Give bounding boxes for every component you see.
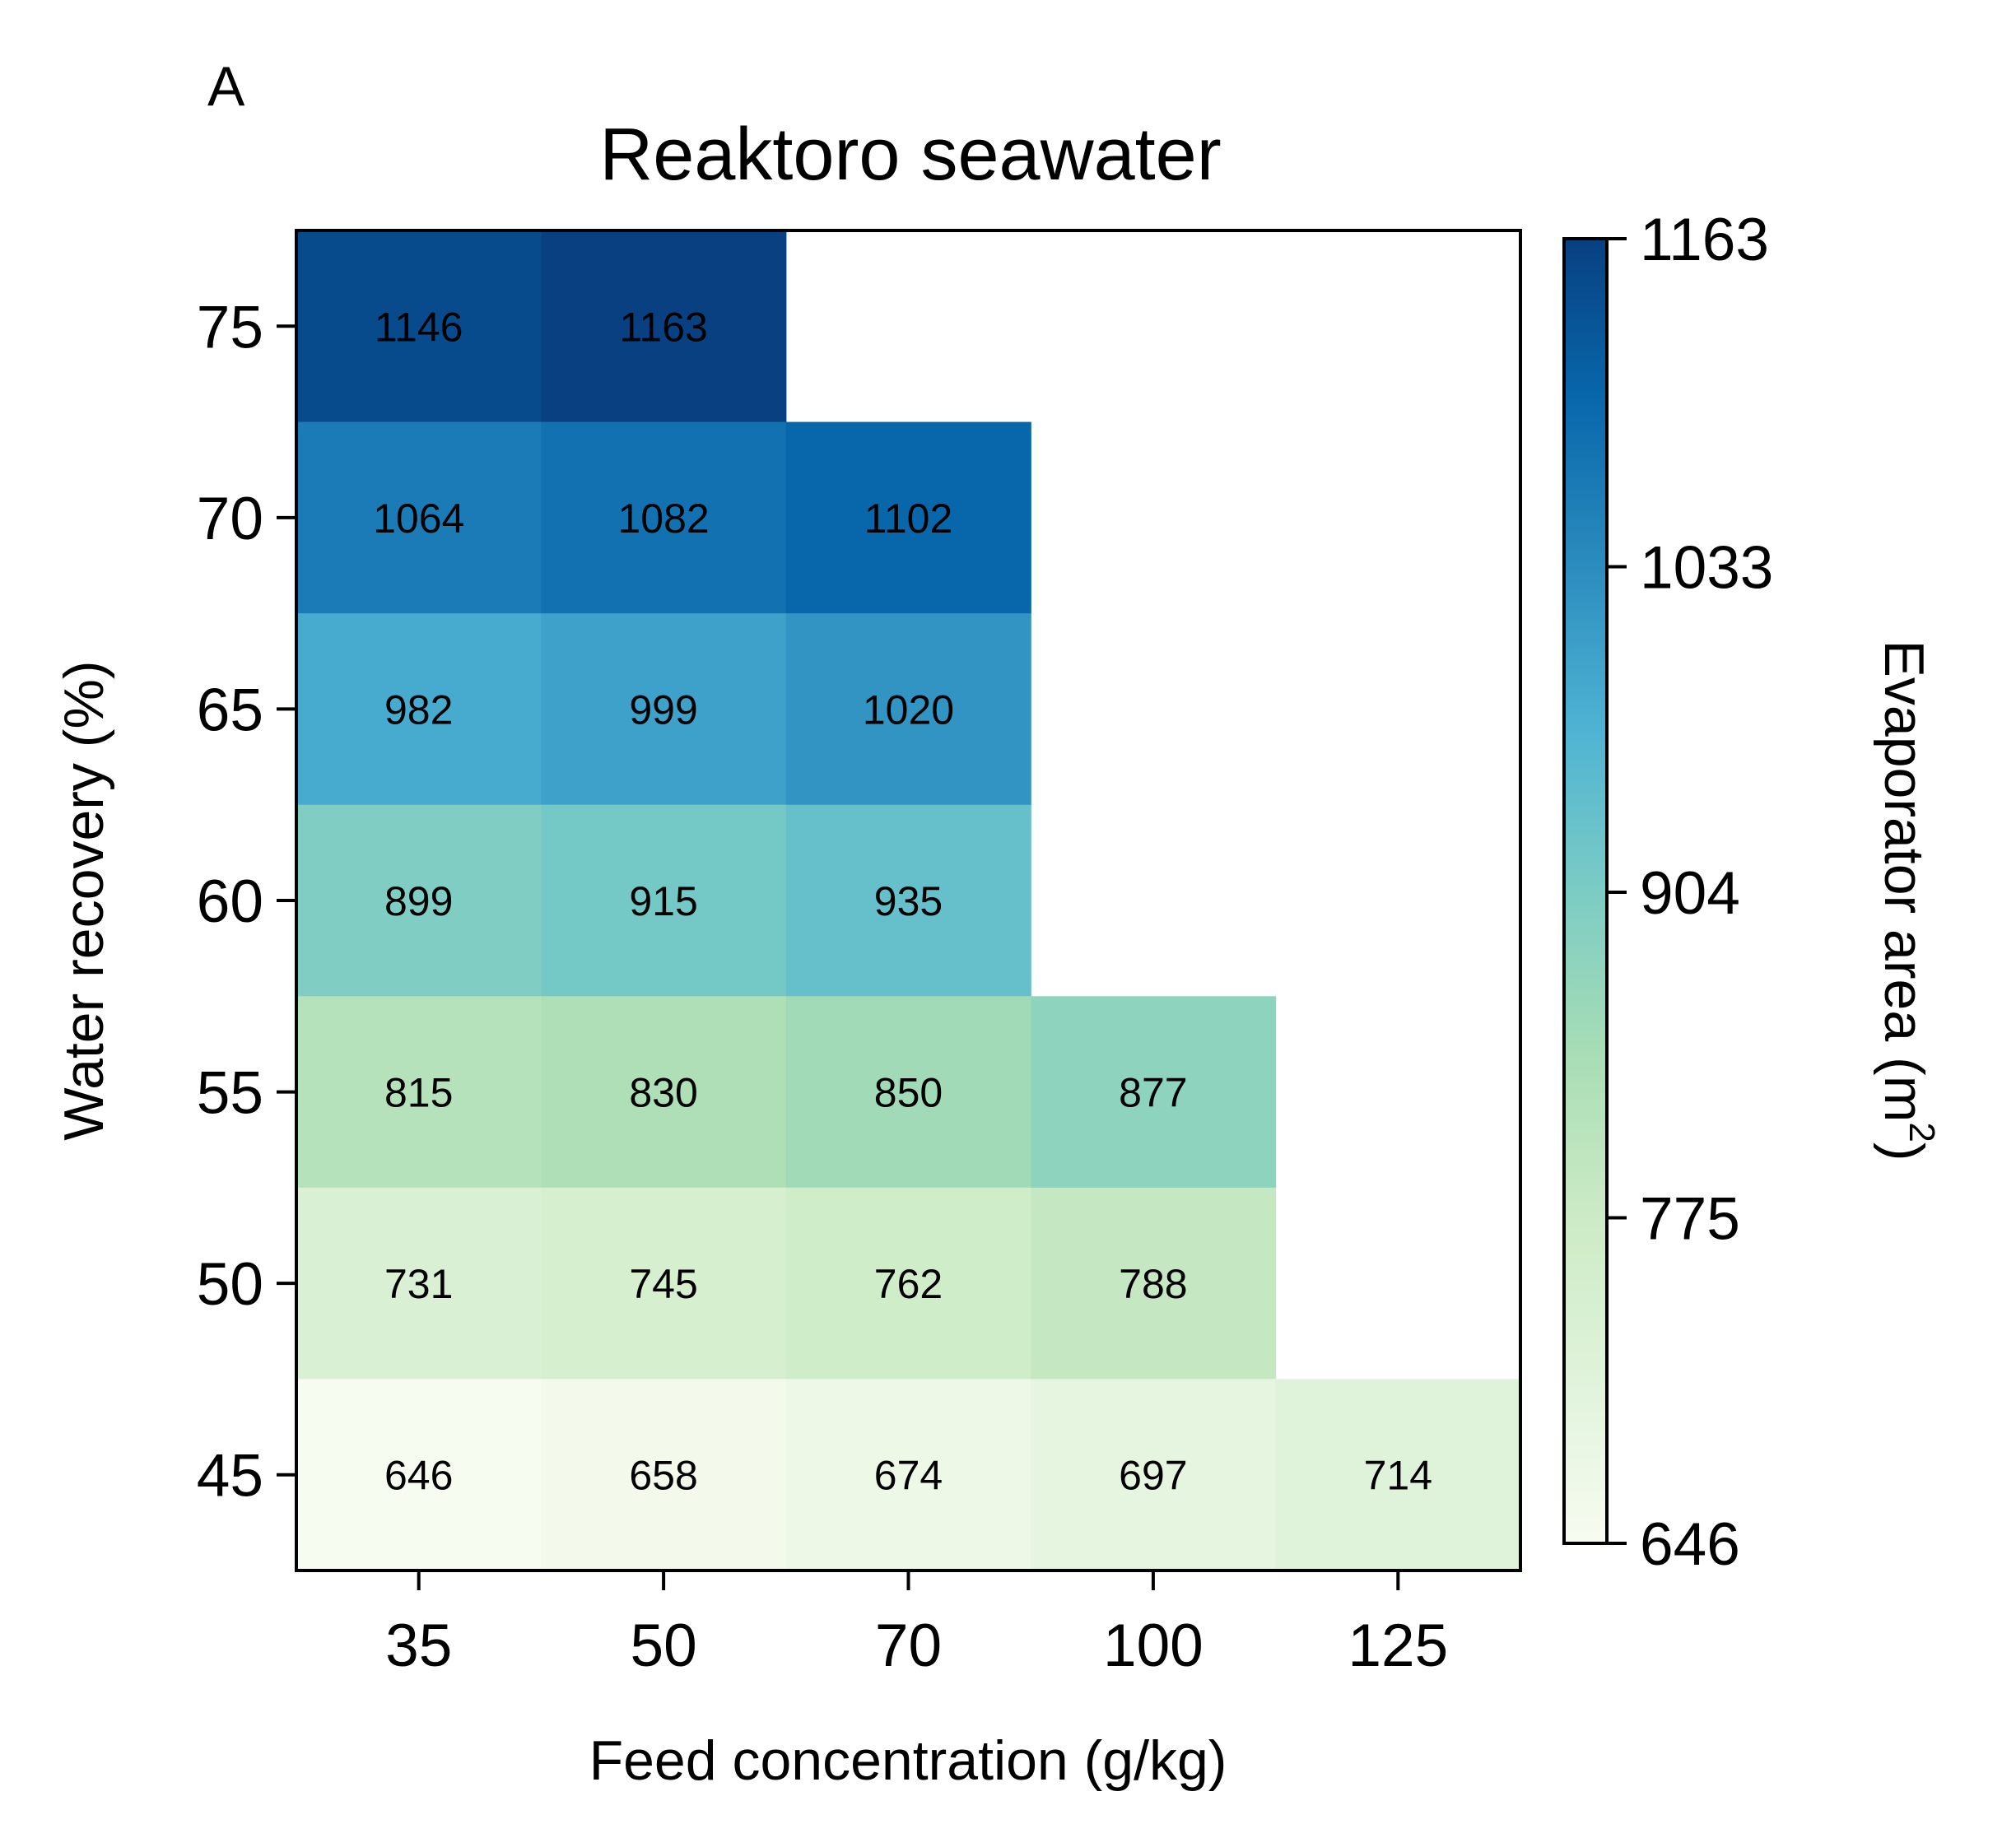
heatmap-cell <box>541 804 787 997</box>
cell-value-label: 714 <box>1364 1453 1432 1499</box>
cell-value-label: 999 <box>629 686 697 733</box>
cell-value-label: 646 <box>384 1453 453 1499</box>
cell-value-label: 982 <box>384 686 453 733</box>
cell-value-label: 1020 <box>863 686 954 733</box>
colorbar-label-main: Evaporator area (m <box>1873 640 1935 1123</box>
cell-value-label: 674 <box>874 1453 943 1499</box>
y-tick-label: 55 <box>197 1060 263 1127</box>
colorbar-ticks: 646 775 904 1033 1163 <box>1607 207 1773 1578</box>
heatmap-cell <box>541 613 787 806</box>
cell-value-label: 1146 <box>375 304 463 350</box>
heatmap-cell <box>296 230 542 423</box>
cell-value-label: 1064 <box>373 496 464 542</box>
y-tick-label: 45 <box>197 1443 263 1510</box>
colorbar-label: Evaporator area (m2) <box>1873 640 1942 1161</box>
colorbar-tick-label: 904 <box>1640 860 1740 927</box>
colorbar-tick-label: 775 <box>1640 1186 1740 1253</box>
heatmap-cell <box>785 421 1031 614</box>
heatmap-cell <box>541 996 787 1189</box>
heatmap-cell <box>785 1187 1031 1380</box>
y-axis-label: Water recovery (%) <box>53 660 115 1140</box>
heatmap-cell <box>296 804 542 997</box>
cell-value-label: 915 <box>629 878 697 924</box>
x-tick-label: 70 <box>875 1612 942 1679</box>
colorbar-label-superscript: 2 <box>1902 1122 1942 1142</box>
panel-letter: A <box>207 55 245 118</box>
x-tick-label: 125 <box>1348 1612 1448 1679</box>
x-tick-label: 35 <box>385 1612 452 1679</box>
x-tick-label: 50 <box>630 1612 696 1679</box>
heatmap-cell <box>541 1379 787 1571</box>
heatmap-cells: 1146 1163 1064 1082 1102 982 999 1020 899 915 935 8… <box>296 230 1521 1571</box>
cell-value-label: 731 <box>384 1261 453 1307</box>
heatmap-cell <box>785 996 1031 1189</box>
colorbar-tick-label: 1163 <box>1640 207 1769 273</box>
cell-value-label: 1082 <box>617 496 709 542</box>
y-tick-label: 60 <box>197 868 263 935</box>
x-tick-label: 100 <box>1103 1612 1204 1679</box>
cell-value-label: 1102 <box>864 496 953 542</box>
heatmap-cell <box>1275 1379 1521 1571</box>
y-tick-label: 75 <box>197 294 263 361</box>
heatmap-cell <box>541 421 787 614</box>
heatmap-cell <box>296 613 542 806</box>
heatmap-cell <box>296 1187 542 1380</box>
heatmap-cell <box>1031 1187 1277 1380</box>
heatmap-cell <box>785 613 1031 806</box>
colorbar-tick-label: 1033 <box>1640 535 1773 602</box>
y-tick-label: 65 <box>197 677 263 743</box>
heatmap-cell <box>785 804 1031 997</box>
heatmap-cell <box>1031 996 1277 1189</box>
colorbar <box>1562 237 1609 1545</box>
y-tick-label: 50 <box>197 1251 263 1318</box>
x-axis: 35 50 70 100 125 <box>385 1570 1448 1679</box>
cell-value-label: 762 <box>874 1261 943 1307</box>
heatmap-cell <box>785 1379 1031 1571</box>
heatmap-cell <box>1031 1379 1277 1571</box>
cell-value-label: 830 <box>629 1070 697 1116</box>
heatmap-cell <box>296 996 542 1189</box>
heatmap-cell <box>296 1379 542 1571</box>
cell-value-label: 850 <box>874 1070 943 1116</box>
cell-value-label: 935 <box>874 878 943 924</box>
cell-value-label: 1163 <box>619 304 708 350</box>
heatmap-cell <box>541 230 787 423</box>
chart-title: Reaktoro seawater <box>599 114 1221 196</box>
cell-value-label: 815 <box>384 1070 453 1116</box>
heatmap-cell <box>541 1187 787 1380</box>
cell-value-label: 697 <box>1119 1453 1187 1499</box>
cell-value-label: 877 <box>1119 1070 1187 1116</box>
y-tick-label: 70 <box>197 486 263 552</box>
colorbar-tick-label: 646 <box>1640 1511 1740 1578</box>
colorbar-label-end: ) <box>1873 1142 1935 1161</box>
x-axis-label: Feed concentration (g/kg) <box>589 1729 1227 1792</box>
cell-value-label: 658 <box>629 1453 697 1499</box>
y-axis: 75 70 65 60 55 50 45 <box>197 294 296 1510</box>
cell-value-label: 788 <box>1119 1261 1187 1307</box>
cell-value-label: 899 <box>384 878 453 924</box>
cell-value-label: 745 <box>629 1261 697 1307</box>
heatmap-cell <box>296 421 542 614</box>
